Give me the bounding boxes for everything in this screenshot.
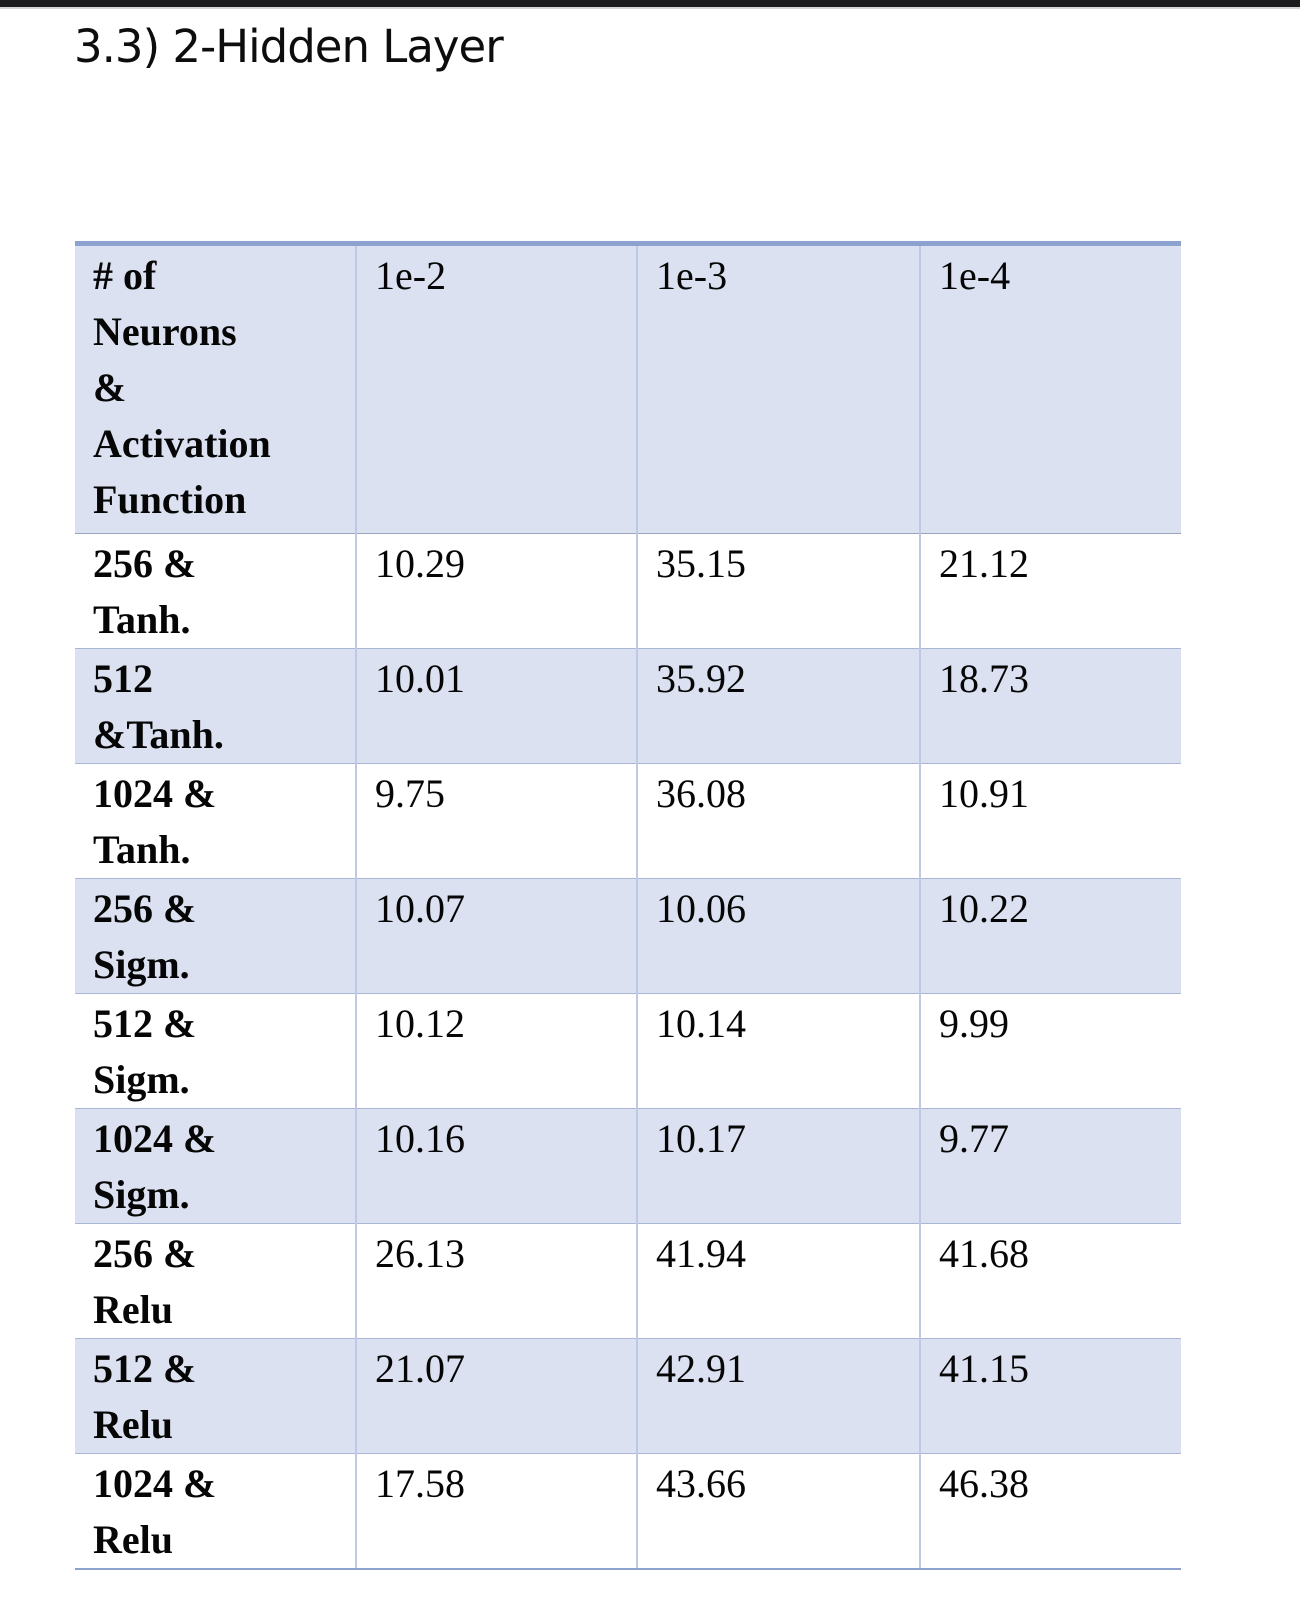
header-cell-lr-1e-2: 1e-2 <box>355 241 637 534</box>
value-cell: 42.91 <box>636 1338 920 1454</box>
value-cell: 35.92 <box>636 648 920 764</box>
value-cell: 10.16 <box>355 1108 637 1224</box>
row-label-cell: 256 & Tanh. <box>75 533 356 649</box>
table-row: 512 & Sigm. 10.12 10.14 9.99 <box>75 993 1181 1109</box>
value-cell: 10.12 <box>355 993 637 1109</box>
value-cell: 10.14 <box>636 993 920 1109</box>
table-row: 256 & Tanh. 10.29 35.15 21.12 <box>75 533 1181 649</box>
header-cell-lr-1e-4: 1e-4 <box>919 241 1181 534</box>
value-cell: 17.58 <box>355 1453 637 1570</box>
value-cell: 26.13 <box>355 1223 637 1339</box>
value-cell: 10.91 <box>919 763 1181 879</box>
header-cell-lr-1e-3: 1e-3 <box>636 241 920 534</box>
value-cell: 10.29 <box>355 533 637 649</box>
header-cell-neurons-activation: # of Neurons & Activation Function <box>75 241 356 534</box>
row-label-cell: 1024 & Sigm. <box>75 1108 356 1224</box>
row-label-cell: 512 &Tanh. <box>75 648 356 764</box>
value-cell: 35.15 <box>636 533 920 649</box>
value-cell: 41.94 <box>636 1223 920 1339</box>
table-row: 256 & Relu 26.13 41.94 41.68 <box>75 1223 1181 1339</box>
table-row: 512 &Tanh. 10.01 35.92 18.73 <box>75 648 1181 764</box>
value-cell: 10.01 <box>355 648 637 764</box>
table-row: 256 & Sigm. 10.07 10.06 10.22 <box>75 878 1181 994</box>
value-cell: 21.07 <box>355 1338 637 1454</box>
row-label-cell: 512 & Sigm. <box>75 993 356 1109</box>
window-top-bar <box>0 0 1300 9</box>
value-cell: 10.06 <box>636 878 920 994</box>
table-row: 512 & Relu 21.07 42.91 41.15 <box>75 1338 1181 1454</box>
value-cell: 10.07 <box>355 878 637 994</box>
row-label-cell: 1024 & Relu <box>75 1453 356 1570</box>
value-cell: 41.15 <box>919 1338 1181 1454</box>
section-title: 3.3) 2-Hidden Layer <box>74 20 504 73</box>
value-cell: 43.66 <box>636 1453 920 1570</box>
value-cell: 10.22 <box>919 878 1181 994</box>
row-label-cell: 1024 & Tanh. <box>75 763 356 879</box>
results-table: # of Neurons & Activation Function 1e-2 … <box>75 241 1181 1570</box>
row-label-cell: 512 & Relu <box>75 1338 356 1454</box>
table-row: 1024 & Tanh. 9.75 36.08 10.91 <box>75 763 1181 879</box>
table-row: 1024 & Relu 17.58 43.66 46.38 <box>75 1453 1181 1570</box>
row-label-cell: 256 & Relu <box>75 1223 356 1339</box>
value-cell: 9.99 <box>919 993 1181 1109</box>
table-row: 1024 & Sigm. 10.16 10.17 9.77 <box>75 1108 1181 1224</box>
value-cell: 41.68 <box>919 1223 1181 1339</box>
value-cell: 18.73 <box>919 648 1181 764</box>
row-label-cell: 256 & Sigm. <box>75 878 356 994</box>
value-cell: 36.08 <box>636 763 920 879</box>
value-cell: 46.38 <box>919 1453 1181 1570</box>
table-header-row: # of Neurons & Activation Function 1e-2 … <box>75 241 1181 534</box>
value-cell: 10.17 <box>636 1108 920 1224</box>
value-cell: 21.12 <box>919 533 1181 649</box>
value-cell: 9.75 <box>355 763 637 879</box>
value-cell: 9.77 <box>919 1108 1181 1224</box>
